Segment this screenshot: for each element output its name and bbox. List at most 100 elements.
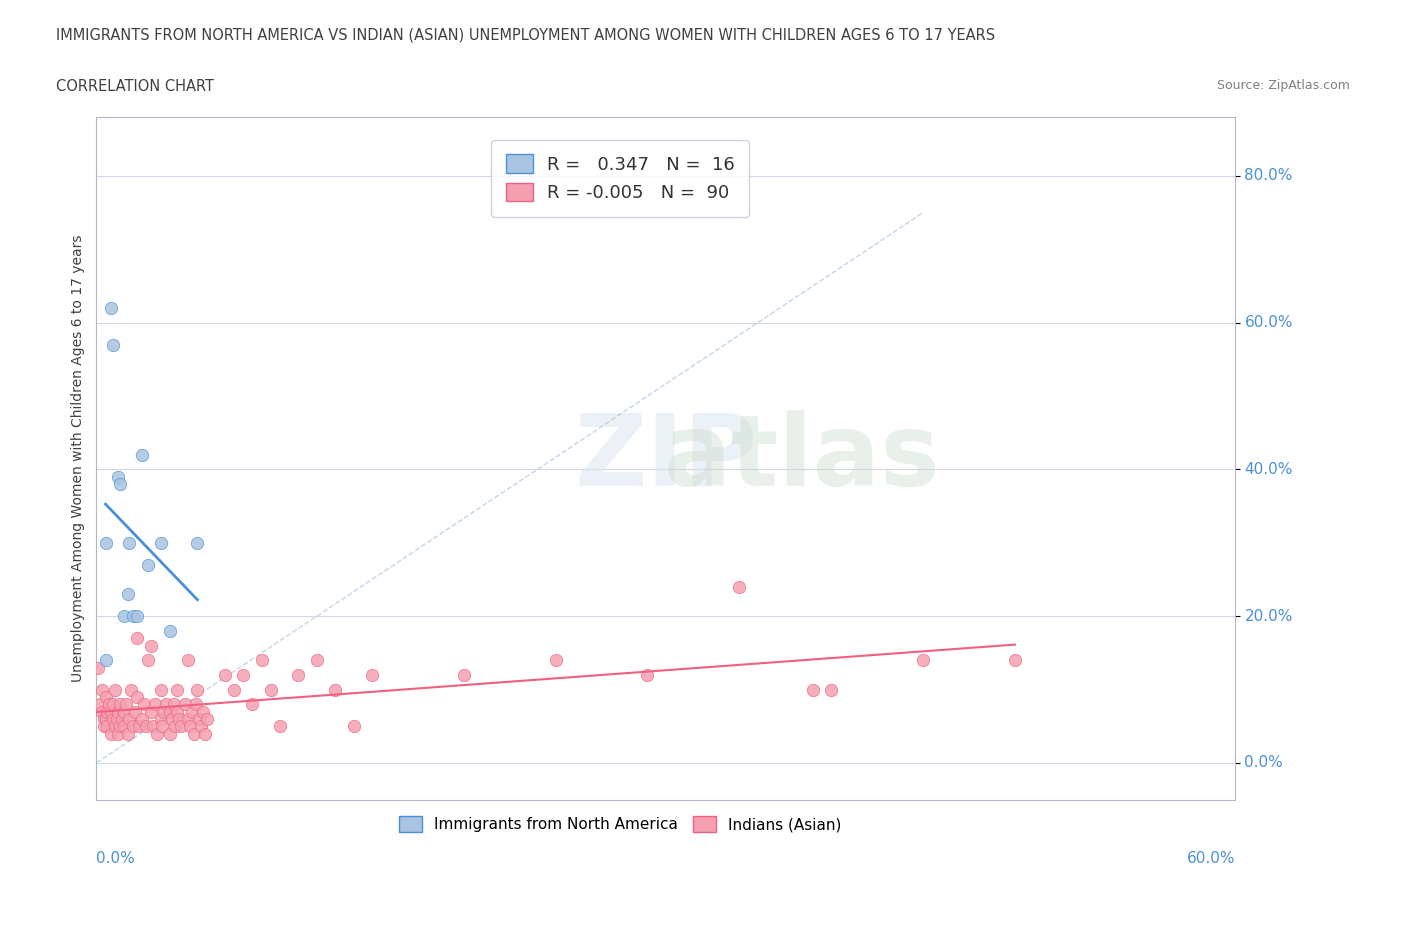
Point (820, 682, 842, 697)
Point (159, 704, 181, 719)
Point (125, 631, 148, 645)
Text: IMMIGRANTS FROM NORTH AMERICA VS INDIAN (ASIAN) UNEMPLOYMENT AMONG WOMEN WITH CH: IMMIGRANTS FROM NORTH AMERICA VS INDIAN … (56, 28, 995, 43)
Point (190, 719, 212, 734)
Point (107, 704, 129, 719)
Point (94, 536, 117, 551)
Text: CORRELATION CHART: CORRELATION CHART (56, 79, 214, 94)
Legend: Immigrants from North America, Indians (Asian): Immigrants from North America, Indians (… (391, 808, 849, 840)
Text: atlas: atlas (664, 410, 941, 507)
Point (107, 470, 129, 485)
Point (149, 536, 172, 551)
Point (728, 579, 751, 594)
Point (100, 300, 122, 315)
Point (131, 447, 153, 462)
Point (101, 697, 124, 711)
Point (323, 682, 346, 697)
Point (155, 697, 177, 711)
Point (122, 719, 145, 734)
Point (101, 338, 124, 352)
Point (159, 623, 181, 638)
Point (170, 719, 193, 734)
Point (141, 704, 163, 719)
Point (166, 704, 188, 719)
Point (110, 697, 132, 711)
Point (96, 719, 118, 734)
Point (117, 587, 139, 602)
Point (165, 719, 187, 734)
Point (224, 682, 246, 697)
Point (152, 719, 174, 734)
Point (149, 682, 172, 697)
Point (122, 609, 145, 624)
Point (361, 668, 384, 683)
Point (94, 711, 117, 726)
Point (90, 682, 112, 697)
Point (104, 719, 127, 734)
Point (194, 726, 217, 741)
Point (183, 726, 205, 741)
Text: Source: ZipAtlas.com: Source: ZipAtlas.com (1216, 79, 1350, 92)
Point (636, 668, 658, 683)
Point (136, 653, 159, 668)
Point (177, 653, 200, 668)
Text: 60.0%: 60.0% (1244, 315, 1294, 330)
Point (105, 711, 128, 726)
Point (250, 653, 273, 668)
Point (911, 653, 934, 668)
Point (98, 697, 121, 711)
Point (112, 704, 135, 719)
Point (177, 711, 200, 726)
Point (120, 682, 142, 697)
Point (186, 682, 208, 697)
Point (136, 557, 159, 572)
Point (269, 719, 291, 734)
Point (135, 719, 157, 734)
Text: 80.0%: 80.0% (1244, 168, 1294, 183)
Point (342, 719, 364, 734)
Point (110, 719, 132, 734)
Point (132, 697, 155, 711)
Point (143, 697, 166, 711)
Point (100, 704, 122, 719)
Point (93, 711, 115, 726)
Text: ZIP: ZIP (575, 410, 758, 507)
Point (149, 711, 172, 726)
Point (114, 697, 136, 711)
Point (93, 719, 115, 734)
Point (180, 704, 202, 719)
Point (184, 697, 207, 711)
Point (118, 711, 141, 726)
Point (159, 726, 181, 741)
Point (801, 682, 824, 697)
Point (305, 653, 328, 668)
Point (125, 609, 148, 624)
Text: 60.0%: 60.0% (1187, 851, 1236, 866)
Point (101, 711, 124, 726)
Text: 0.0%: 0.0% (1244, 755, 1284, 770)
Point (153, 704, 176, 719)
Point (186, 536, 208, 551)
Point (90, 704, 112, 719)
Point (131, 711, 153, 726)
Point (146, 726, 169, 741)
Point (87, 660, 110, 675)
Point (96, 704, 118, 719)
Point (260, 682, 283, 697)
Point (141, 638, 163, 653)
Point (167, 711, 190, 726)
Point (110, 477, 132, 492)
Point (453, 668, 475, 683)
Point (166, 682, 188, 697)
Point (232, 668, 254, 683)
Y-axis label: Unemployment Among Women with Children Ages 6 to 17 years: Unemployment Among Women with Children A… (72, 234, 86, 683)
Point (128, 719, 150, 734)
Point (287, 668, 309, 683)
Point (173, 697, 195, 711)
Point (118, 536, 141, 551)
Point (117, 726, 139, 741)
Point (191, 704, 214, 719)
Point (94, 653, 117, 668)
Point (100, 726, 122, 741)
Point (112, 719, 135, 734)
Point (214, 668, 236, 683)
